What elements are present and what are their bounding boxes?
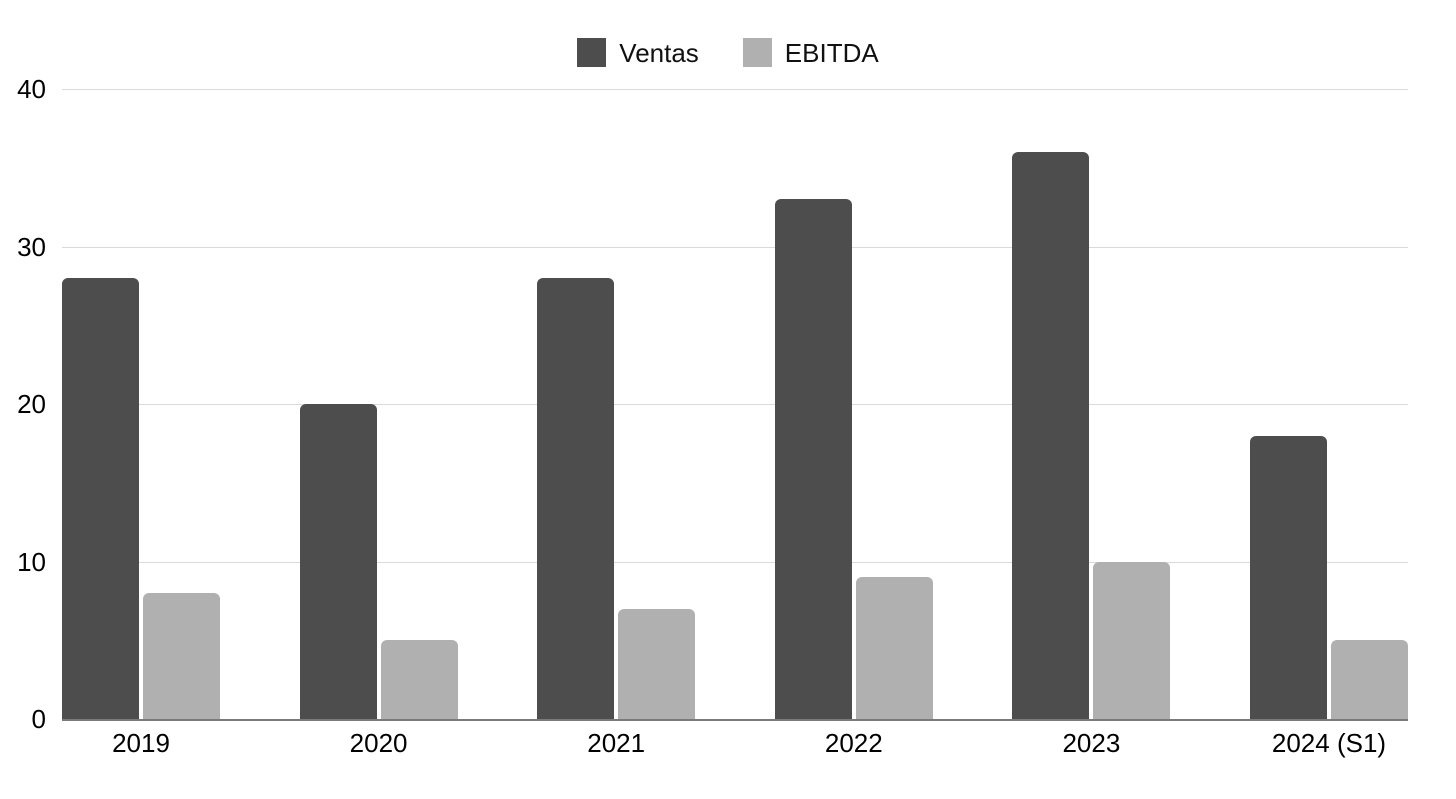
bar-ventas-2020 (299, 404, 377, 719)
bar-group-2024-s1- (1249, 89, 1408, 719)
bar-ebitda-2020 (380, 640, 458, 719)
bar-ventas-2021 (537, 278, 615, 719)
x-tick-label-2024-s1-: 2024 (S1) (1271, 728, 1387, 758)
legend-swatch-ventas (577, 38, 607, 67)
gridline-10 (62, 561, 1408, 563)
x-tick-label-2021: 2021 (587, 728, 646, 758)
legend-item-ebitda: EBITDA (742, 37, 879, 68)
chart-legend: Ventas EBITDA (0, 38, 1456, 67)
bar-ebitda-2019 (143, 593, 220, 719)
bar-ebitda-2024-s1- (1330, 640, 1408, 719)
bar-group-2022 (774, 89, 933, 719)
x-axis: 2019 2020 2021 2022 2023 2024 (S1) (62, 728, 1408, 759)
bar-group-2020 (299, 89, 458, 719)
legend-label: Ventas (619, 37, 699, 68)
x-tick-label-2019: 2019 (112, 728, 170, 758)
x-axis-line (62, 719, 1408, 721)
bars-row (62, 89, 1408, 719)
gridline-20 (62, 404, 1408, 405)
y-tick-label-40: 40 (17, 74, 46, 104)
bar-ventas-2024-s1- (1249, 435, 1327, 719)
plot-area (62, 89, 1408, 721)
legend-item-ventas: Ventas (577, 38, 699, 67)
bar-ventas-2019 (62, 278, 139, 719)
bar-ebitda-2021 (618, 608, 696, 719)
y-tick-label-20: 20 (17, 389, 46, 419)
x-tick-label-2020: 2020 (349, 728, 408, 758)
x-tick-label-2022: 2022 (824, 728, 883, 758)
y-tick-label-0: 0 (31, 704, 46, 734)
y-axis: 0 10 20 30 40 (0, 74, 46, 734)
gridline-30 (62, 246, 1408, 248)
y-tick-label-10: 10 (17, 546, 46, 577)
bar-ebitda-2022 (855, 577, 933, 719)
legend-label: EBITDA (784, 37, 879, 68)
bar-group-2019 (62, 89, 220, 719)
bar-ventas-2023 (1012, 152, 1090, 719)
bar-ebitda-2023 (1093, 561, 1171, 719)
bar-group-2021 (537, 89, 696, 719)
gridline-40 (62, 89, 1408, 90)
legend-swatch-ebitda (742, 38, 772, 67)
y-tick-label-30: 30 (17, 231, 46, 262)
bar-ventas-2022 (774, 199, 852, 719)
bar-group-2023 (1012, 89, 1171, 719)
x-tick-label-2023: 2023 (1062, 728, 1121, 758)
